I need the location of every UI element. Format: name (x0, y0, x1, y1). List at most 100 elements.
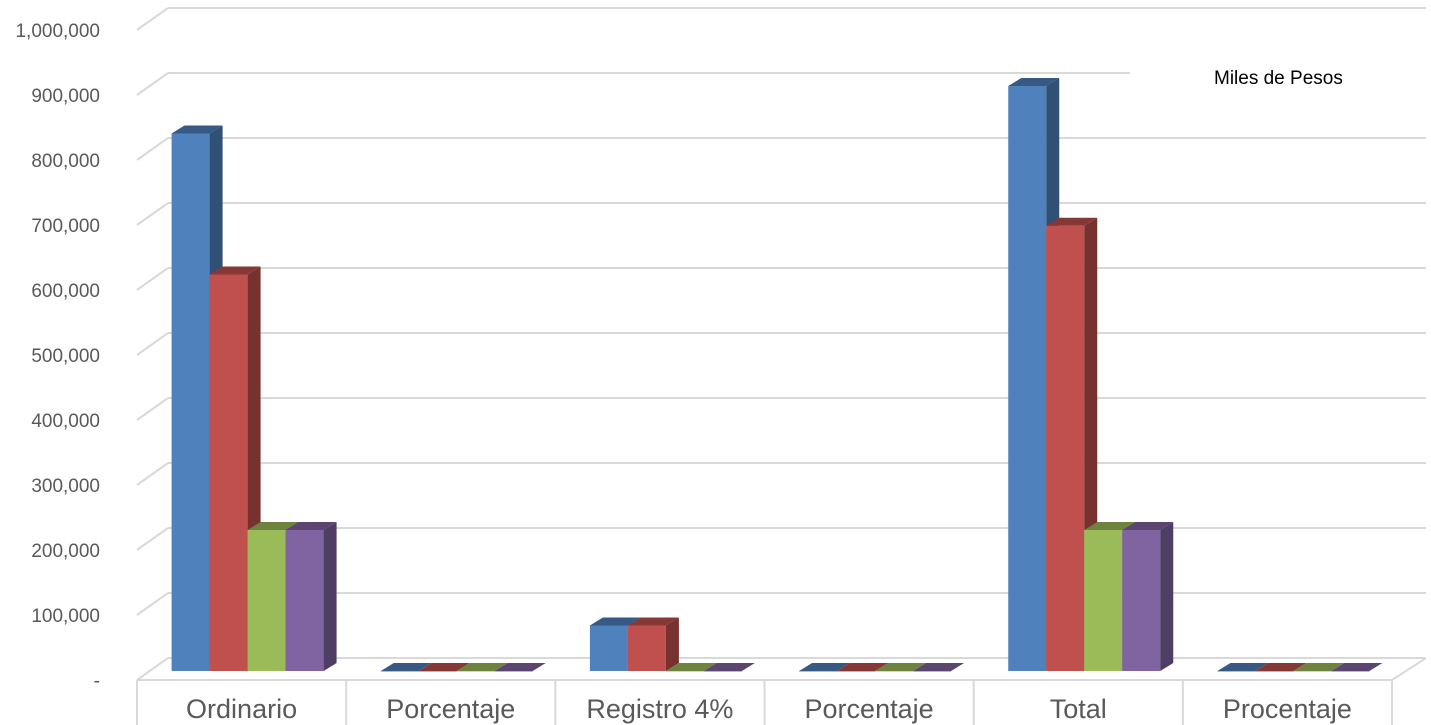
bar (627, 617, 679, 671)
bar-top (837, 663, 889, 671)
gridline-side (136, 462, 169, 486)
y-axis: - 100,000 200,000 300,000 400,000 500,000 600,… (15, 21, 100, 692)
bar-top (1217, 663, 1269, 671)
bar (1122, 521, 1174, 671)
bar-front (1046, 225, 1085, 671)
gridline-side (136, 527, 169, 551)
bar-top (1046, 217, 1098, 226)
bar-top (589, 617, 641, 626)
y-tick-label: 500,000 (31, 346, 100, 367)
y-tick-label: 400,000 (31, 411, 100, 432)
bar-front (418, 671, 457, 672)
bar-top (1008, 78, 1060, 86)
gridlines (136, 7, 1426, 681)
bar (456, 663, 508, 672)
floor-right-edge (1391, 657, 1427, 681)
gridline-side (136, 7, 169, 31)
gridline-side (136, 267, 169, 291)
bar-front (1217, 671, 1256, 672)
x-tick-label: Ordinario (186, 694, 297, 724)
bar-top (913, 663, 965, 671)
bar-top (285, 521, 337, 530)
x-tick-label: Porcentaje (386, 694, 515, 724)
bar-top (247, 521, 299, 530)
y-tick-label: - (94, 671, 100, 692)
gridline-side (136, 397, 169, 421)
bar-front (665, 671, 704, 672)
bar-front (494, 671, 533, 672)
bar (285, 521, 337, 671)
bar-front (171, 133, 210, 671)
bar-top (494, 663, 546, 671)
x-tick-label: Porcentaje (805, 694, 934, 724)
bar-front (1331, 671, 1370, 672)
bar-front (799, 671, 838, 672)
bar-side (323, 521, 337, 671)
bar-top (1122, 521, 1174, 530)
bar-top (1293, 663, 1345, 671)
bar-top (209, 266, 261, 275)
bar-front (456, 671, 495, 672)
y-tick-label: 700,000 (31, 216, 100, 237)
y-tick-label: 1,000,000 (15, 21, 100, 42)
bar-side (1160, 521, 1174, 671)
bar-top (171, 125, 223, 134)
x-tick-label: Registro 4% (586, 694, 733, 724)
unit-label-background (1130, 55, 1430, 100)
y-tick-label: 300,000 (31, 476, 100, 497)
bar-top (665, 663, 717, 671)
bar-side (665, 617, 679, 671)
gridline-side (136, 72, 169, 96)
x-axis: Ordinario Porcentaje Registro 4% Porcentaje… (136, 657, 1427, 725)
bar-front (703, 671, 742, 672)
x-tick-label: Procentaje (1223, 694, 1352, 724)
gridline-side (136, 137, 169, 161)
bar-front (913, 671, 952, 672)
bar-top (1331, 663, 1383, 671)
bar-front (1255, 671, 1294, 672)
bar-front (380, 671, 419, 672)
bar-front (209, 274, 248, 671)
gridline-side (136, 657, 169, 681)
y-tick-label: 600,000 (31, 281, 100, 302)
bar-top (1255, 663, 1307, 671)
gridline-side (136, 592, 169, 616)
bar-front (1293, 671, 1332, 672)
bar (418, 663, 470, 672)
bar-top (1084, 521, 1136, 530)
bar (1255, 663, 1307, 672)
bar-front (1122, 529, 1161, 671)
bar-front (285, 529, 324, 671)
y-tick-label: 200,000 (31, 541, 100, 562)
bar-front (837, 671, 876, 672)
bar (665, 663, 717, 672)
bar-top (456, 663, 508, 671)
bar-top (418, 663, 470, 671)
bar (1217, 663, 1269, 672)
bar (913, 663, 965, 672)
gridline-side (136, 202, 169, 226)
bar (1331, 663, 1383, 672)
bar (799, 663, 851, 672)
bar (380, 663, 432, 672)
bar (837, 663, 889, 672)
bar-front (1084, 529, 1123, 671)
x-tick-label: Total (1050, 694, 1107, 724)
bar (1046, 217, 1098, 671)
bar-top (627, 617, 679, 626)
bar-front (247, 529, 286, 671)
bar-top (703, 663, 755, 671)
bars (171, 78, 1383, 672)
unit-label: Miles de Pesos (1214, 68, 1343, 89)
bar-top (875, 663, 927, 671)
bar-front (627, 625, 666, 671)
gridline-side (136, 332, 169, 356)
bar (494, 663, 546, 672)
bar (703, 663, 755, 672)
bar (1293, 663, 1345, 672)
y-tick-label: 900,000 (31, 86, 100, 107)
bar-top (380, 663, 432, 671)
bar-front (1008, 86, 1047, 671)
bar-front (875, 671, 914, 672)
